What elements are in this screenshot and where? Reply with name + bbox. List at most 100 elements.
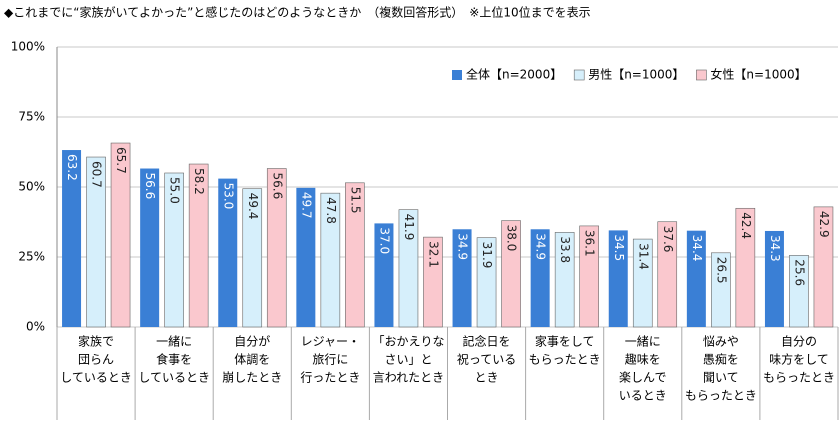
bar bbox=[374, 223, 394, 327]
bar bbox=[140, 168, 160, 327]
x-tick-label: とき bbox=[475, 371, 499, 385]
value-label: 36.1 bbox=[583, 230, 597, 257]
x-tick-label: 一緒に bbox=[156, 334, 192, 349]
bar bbox=[789, 255, 809, 328]
x-tick-label: 体調を bbox=[234, 353, 270, 367]
x-tick-label: 一緒に bbox=[625, 334, 661, 349]
x-tick-label: 自分の bbox=[781, 335, 817, 349]
bar bbox=[764, 230, 784, 327]
legend-label: 女性【n=1000】 bbox=[710, 67, 806, 82]
bar bbox=[320, 192, 341, 328]
value-label: 31.4 bbox=[636, 243, 650, 270]
legend-swatch bbox=[696, 69, 707, 81]
x-tick-label: 団らん bbox=[78, 353, 114, 367]
x-tick-label: 聞いて bbox=[703, 371, 739, 385]
value-label: 25.6 bbox=[792, 259, 806, 286]
x-tick-label: 味方をして bbox=[769, 352, 829, 367]
x-tick-label: 旅行に bbox=[312, 353, 348, 367]
legend-label: 男性【n=1000】 bbox=[588, 68, 684, 82]
x-tick-label: 崩したとき bbox=[222, 371, 282, 385]
value-label: 41.9 bbox=[402, 214, 416, 241]
value-label: 63.2 bbox=[65, 154, 79, 181]
legend-label: 全体【n=2000】 bbox=[466, 67, 562, 82]
bar bbox=[242, 188, 263, 328]
x-tick-label: しているとき bbox=[60, 371, 132, 385]
value-label: 60.7 bbox=[90, 161, 104, 188]
bar bbox=[398, 209, 419, 328]
value-label: 42.4 bbox=[739, 212, 753, 239]
bar bbox=[164, 172, 184, 328]
bar bbox=[452, 229, 472, 327]
x-tick-label: いるとき bbox=[619, 389, 667, 403]
x-tick-label: 趣味を bbox=[625, 352, 661, 367]
y-tick-label: 25% bbox=[18, 250, 45, 264]
y-tick-label: 50% bbox=[18, 180, 45, 194]
x-tick-label: 食事を bbox=[156, 352, 192, 367]
bar bbox=[530, 229, 550, 327]
x-tick-label: 記念日を bbox=[463, 334, 511, 349]
value-label: 47.8 bbox=[324, 197, 338, 224]
x-tick-label: 「おかえりな bbox=[372, 335, 444, 349]
bar bbox=[110, 142, 131, 328]
bar bbox=[266, 168, 287, 328]
bar bbox=[735, 207, 756, 328]
value-label: 49.4 bbox=[246, 193, 260, 220]
bar bbox=[62, 150, 82, 327]
value-label: 65.7 bbox=[114, 147, 128, 174]
bar bbox=[657, 221, 678, 328]
value-label: 34.3 bbox=[768, 235, 782, 262]
y-tick-label: 100% bbox=[11, 40, 45, 54]
legend-swatch bbox=[573, 69, 585, 81]
x-tick-label: もらったとき bbox=[763, 371, 835, 385]
value-label: 33.8 bbox=[558, 236, 572, 263]
x-tick-label: もらったとき bbox=[529, 353, 601, 367]
bar bbox=[188, 163, 209, 328]
y-tick-label: 75% bbox=[18, 110, 45, 124]
x-tick-label: 楽しんで bbox=[619, 371, 666, 385]
x-tick-label: もらったとき bbox=[685, 389, 757, 403]
x-tick-label: 祝っている bbox=[457, 353, 516, 367]
value-label: 37.0 bbox=[377, 227, 391, 254]
legend-swatch bbox=[452, 70, 462, 80]
value-label: 34.4 bbox=[690, 235, 704, 262]
value-label: 51.5 bbox=[348, 187, 362, 214]
bar bbox=[345, 182, 365, 328]
bar bbox=[608, 230, 628, 327]
x-tick-label: 愚痴を bbox=[703, 352, 739, 367]
value-label: 38.0 bbox=[505, 225, 519, 252]
value-label: 34.9 bbox=[456, 233, 470, 260]
bar bbox=[476, 237, 497, 328]
bar bbox=[554, 232, 575, 328]
x-tick-label: さい」と bbox=[384, 353, 432, 367]
bar bbox=[501, 220, 521, 328]
value-label: 26.5 bbox=[714, 257, 728, 284]
x-tick-label: 言われたとき bbox=[373, 371, 444, 385]
value-label: 37.6 bbox=[661, 226, 675, 253]
bar bbox=[423, 236, 443, 328]
value-label: 34.5 bbox=[612, 234, 626, 261]
value-label: 53.0 bbox=[221, 183, 235, 210]
bar bbox=[711, 252, 731, 328]
x-tick-label: 家事をして bbox=[535, 334, 595, 349]
x-tick-label: しているとき bbox=[138, 371, 210, 385]
x-tick-label: 悩みや bbox=[703, 335, 739, 349]
value-label: 56.6 bbox=[143, 173, 157, 200]
x-tick-label: 自分が bbox=[234, 334, 270, 349]
bar bbox=[296, 187, 316, 327]
value-label: 31.9 bbox=[480, 242, 494, 269]
bar bbox=[86, 156, 106, 328]
bar bbox=[686, 230, 706, 327]
value-label: 55.0 bbox=[168, 177, 182, 204]
bar bbox=[632, 238, 653, 328]
x-tick-label: 家族で bbox=[78, 334, 114, 349]
x-tick-label: 行ったとき bbox=[300, 371, 360, 385]
bar bbox=[813, 206, 834, 328]
value-label: 56.6 bbox=[270, 173, 284, 200]
value-label: 42.9 bbox=[817, 211, 831, 238]
value-label: 58.2 bbox=[192, 168, 206, 195]
chart-title: ◆これまでに“家族がいてよかった”と感じたのはどのようなときか （複数回答形式）… bbox=[4, 5, 591, 20]
value-label: 32.1 bbox=[426, 241, 440, 268]
value-label: 34.9 bbox=[534, 233, 548, 260]
value-label: 49.7 bbox=[299, 192, 313, 219]
bar bbox=[579, 225, 599, 328]
